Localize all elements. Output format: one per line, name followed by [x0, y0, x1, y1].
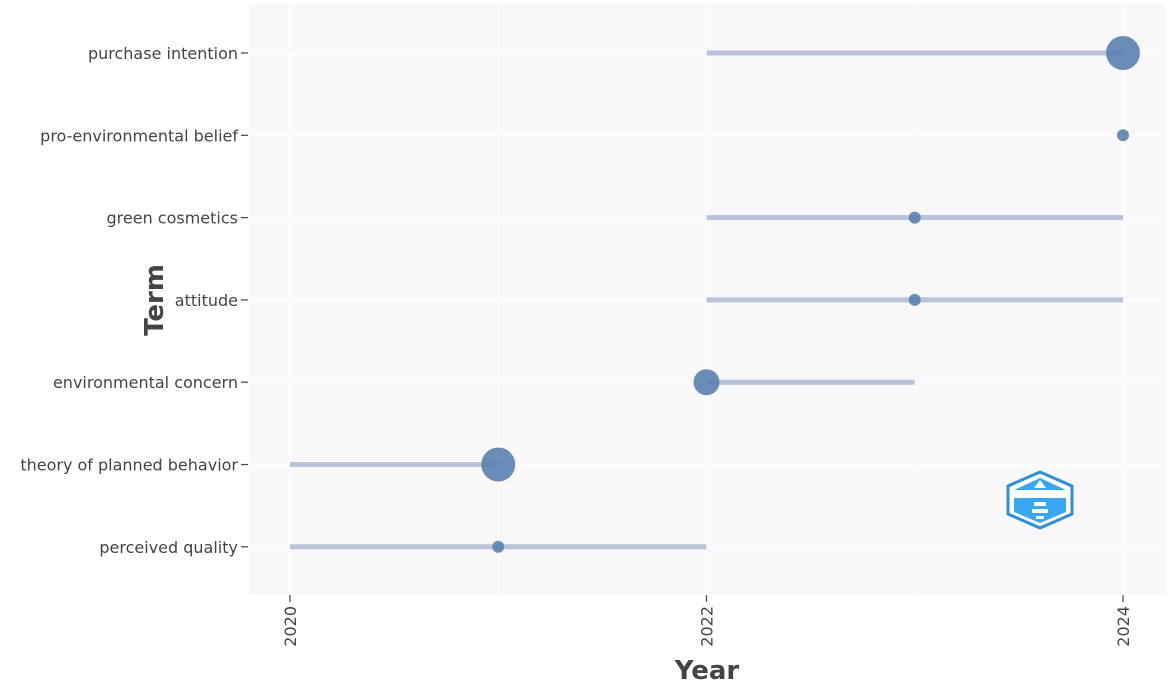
- median-point: [693, 369, 720, 396]
- y-tick-label: perceived quality: [99, 538, 238, 557]
- median-point: [1117, 129, 1129, 142]
- y-tick-label: pro-environmental belief: [40, 126, 238, 145]
- median-point: [908, 211, 921, 224]
- y-tick-label: green cosmetics: [107, 209, 239, 228]
- x-tick-label: 2022: [698, 606, 717, 647]
- x-axis-title: Year: [674, 656, 740, 684]
- y-tick-label: attitude: [175, 291, 238, 310]
- y-tick-label: environmental concern: [53, 373, 238, 392]
- median-point: [481, 447, 516, 482]
- y-axis-title: Term: [140, 264, 170, 336]
- median-point: [492, 540, 505, 553]
- median-year-points: [481, 36, 1140, 553]
- bibliometrix-logo: [1006, 470, 1074, 530]
- y-tick-label: purchase intention: [88, 44, 238, 63]
- median-point: [908, 293, 921, 306]
- x-axis-ticks: 2020 2022 2024: [281, 595, 1133, 647]
- y-axis-ticks: purchase intention pro-environmental beli…: [20, 44, 248, 557]
- x-tick-label: 2020: [281, 606, 300, 647]
- median-point: [1106, 36, 1140, 70]
- y-tick-label: theory of planned behavior: [20, 456, 238, 475]
- x-tick-label: 2024: [1114, 606, 1133, 647]
